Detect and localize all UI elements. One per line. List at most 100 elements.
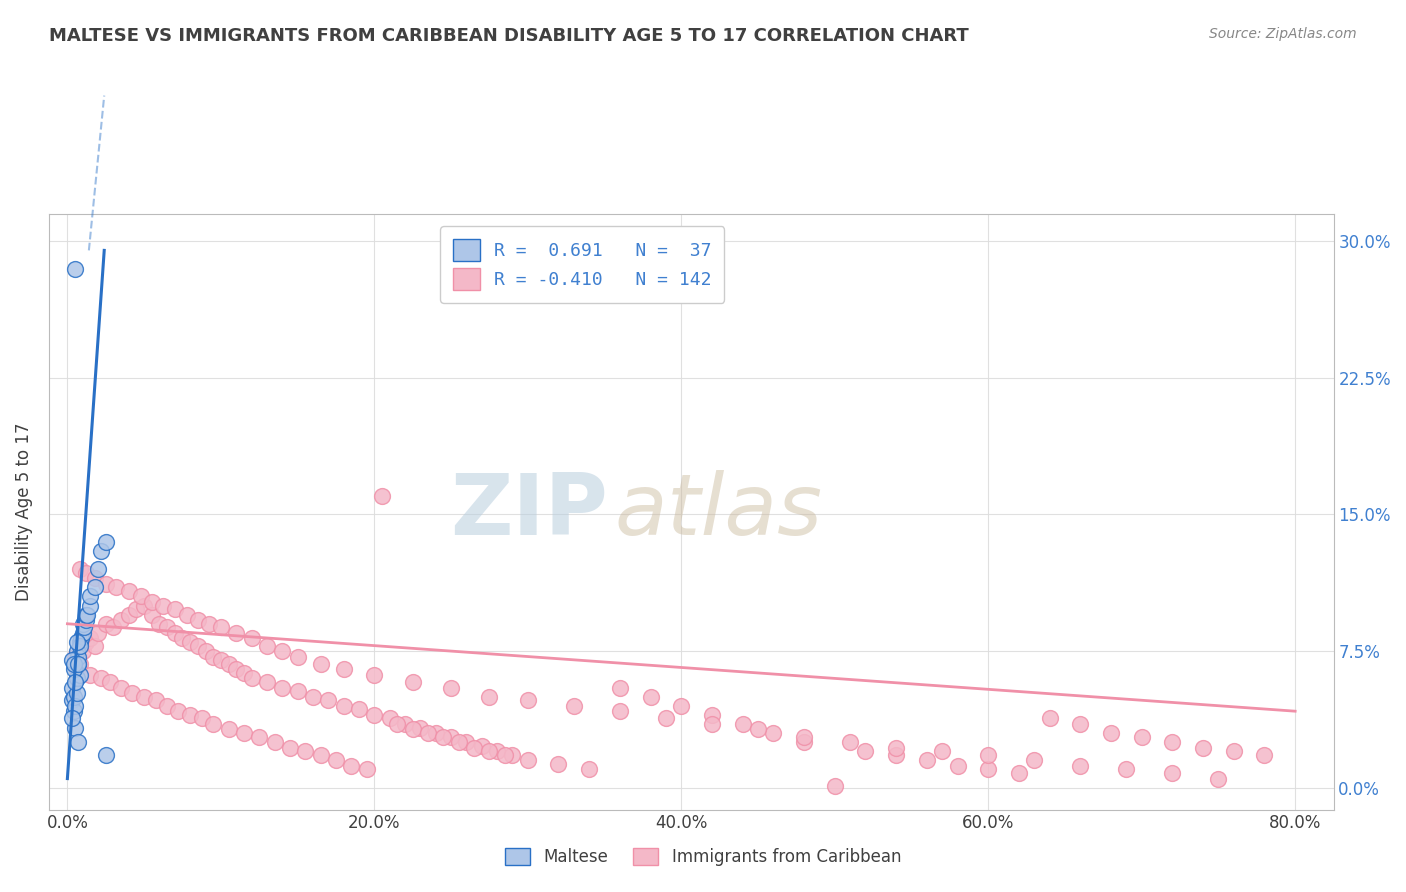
Point [456,735,478,749]
Point [371,489,394,503]
Point [578,763,600,777]
Point [167,704,190,718]
Point [340,759,363,773]
Point [60,653,83,667]
Point [187,639,209,653]
Point [839,735,862,749]
Point [163,602,186,616]
Point [363,667,385,681]
Point [1222,744,1244,758]
Point [655,711,678,725]
Point [202,649,225,664]
Point [176,607,198,622]
Point [271,681,294,695]
Legend: R =  0.691   N =  37, R = -0.410   N = 142: R = 0.691 N = 37, R = -0.410 N = 142 [440,226,724,302]
Point [309,657,332,671]
Point [915,753,938,767]
Point [1115,763,1137,777]
Point [148,616,170,631]
Point [79,667,101,681]
Point [76,607,98,622]
Point [731,717,754,731]
Point [1024,753,1046,767]
Point [356,763,378,777]
Point [1253,747,1275,762]
Point [946,759,969,773]
Point [110,613,132,627]
Point [263,735,285,749]
Point [232,665,254,680]
Point [69,639,91,653]
Point [278,740,301,755]
Point [60,711,83,725]
Point [65,686,87,700]
Point [141,595,163,609]
Point [67,649,90,664]
Point [325,753,347,767]
Point [440,730,463,744]
Point [332,698,354,713]
Point [94,534,117,549]
Point [79,599,101,613]
Legend: Maltese, Immigrants from Caribbean: Maltese, Immigrants from Caribbean [496,840,910,875]
Point [1069,759,1091,773]
Point [65,662,87,676]
Point [977,747,1000,762]
Point [191,711,214,725]
Point [69,635,91,649]
Point [416,726,439,740]
Point [79,632,101,646]
Point [134,690,156,704]
Point [63,698,86,713]
Point [394,717,416,731]
Point [197,616,219,631]
Point [121,686,143,700]
Point [363,707,385,722]
Point [478,744,501,758]
Point [156,620,179,634]
Point [69,667,91,681]
Point [103,620,125,634]
Point [378,711,401,725]
Point [1208,772,1230,786]
Point [218,657,240,671]
Point [141,607,163,622]
Point [793,730,815,744]
Point [671,698,693,713]
Point [69,562,91,576]
Point [110,681,132,695]
Point [94,747,117,762]
Point [62,690,84,704]
Point [387,717,409,731]
Point [471,739,494,753]
Point [94,616,117,631]
Point [316,693,339,707]
Point [409,721,432,735]
Point [187,613,209,627]
Point [60,693,83,707]
Point [67,735,90,749]
Point [977,763,1000,777]
Point [287,684,309,698]
Point [494,747,516,762]
Point [402,723,425,737]
Point [609,704,631,718]
Point [402,675,425,690]
Point [516,753,538,767]
Point [700,717,723,731]
Point [747,723,769,737]
Point [69,657,91,671]
Point [218,723,240,737]
Point [65,644,87,658]
Point [884,747,907,762]
Point [271,644,294,658]
Point [65,672,87,686]
Point [432,730,454,744]
Point [145,693,167,707]
Point [67,657,90,671]
Point [884,740,907,755]
Point [194,644,217,658]
Point [1161,735,1184,749]
Point [75,566,97,580]
Point [1069,717,1091,731]
